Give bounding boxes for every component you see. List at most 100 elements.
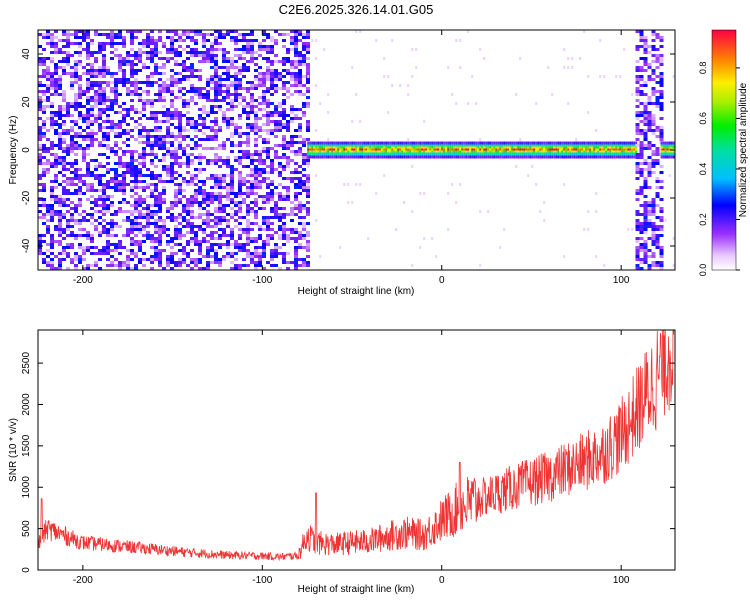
- spectrogram-cell: [134, 174, 138, 177]
- spectrogram-cell: [174, 84, 178, 87]
- spectrogram-cell: [214, 153, 218, 156]
- spectrogram-cell: [174, 117, 178, 120]
- spectrogram-cell: [282, 222, 286, 225]
- spectrogram-cell: [74, 120, 78, 123]
- spectrogram-cell: [573, 141, 576, 145]
- spectrogram-cell: [270, 75, 274, 78]
- spectrogram-cell: [643, 117, 648, 120]
- spectrogram-cell: [186, 33, 190, 36]
- spectrogram-cell: [635, 114, 640, 117]
- spectrogram-cell: [190, 162, 194, 165]
- spectrogram-cell: [327, 152, 330, 156]
- spectrogram-cell: [668, 150, 671, 154]
- spectrogram-cell: [270, 111, 274, 114]
- spectrogram-cell: [587, 228, 590, 231]
- spectrogram-cell: [311, 141, 314, 145]
- spectrogram-cell: [643, 108, 648, 111]
- spectrogram-cell: [62, 114, 66, 117]
- spectrogram-cell: [294, 228, 298, 231]
- spectrogram-cell: [367, 146, 370, 150]
- spectrogram-cell: [110, 249, 114, 252]
- spectrogram-cell: [222, 180, 226, 183]
- spectrogram-cell: [142, 156, 146, 159]
- spectrogram-cell: [635, 240, 640, 243]
- spectrogram-cell: [94, 246, 98, 249]
- spectrogram-cell: [38, 144, 42, 147]
- spectrogram-cell: [655, 129, 660, 132]
- spectrogram-cell: [427, 150, 430, 154]
- spectrogram-cell: [647, 75, 652, 78]
- spectrogram-cell: [118, 126, 122, 129]
- spectrogram-cell: [509, 152, 512, 156]
- spectrogram-cell: [122, 129, 126, 132]
- spectrogram-cell: [517, 146, 520, 150]
- spectrogram-cell: [106, 36, 110, 39]
- spectrogram-cell: [50, 45, 54, 48]
- spectrogram-cell: [94, 105, 98, 108]
- spectrogram-cell: [142, 174, 146, 177]
- spectrogram-cell: [70, 75, 74, 78]
- spectrogram-cell: [250, 228, 254, 231]
- spectrogram-cell: [469, 155, 472, 159]
- spectrogram-cell: [130, 129, 134, 132]
- spectrogram-cell: [230, 36, 234, 39]
- spectrogram-cell: [643, 210, 648, 213]
- spectrogram-cell: [190, 123, 194, 126]
- spectrogram-cell: [385, 152, 388, 156]
- spectrogram-cell: [86, 42, 90, 45]
- spectrogram-cell: [465, 150, 468, 154]
- spectrogram-cell: [262, 219, 266, 222]
- spectrogram-cell: [643, 258, 648, 261]
- spectrogram-cell: [411, 210, 414, 213]
- spectrogram-cell: [90, 66, 94, 69]
- spectrogram-cell: [150, 72, 154, 75]
- spectrogram-cell: [170, 252, 174, 255]
- spectrogram-cell: [42, 135, 46, 138]
- spectrogram-cell: [174, 162, 178, 165]
- spectrogram-cell: [82, 72, 86, 75]
- spectrogram-cell: [298, 180, 302, 183]
- spectrogram-cell: [186, 69, 190, 72]
- spectrogram-cell: [206, 198, 210, 201]
- spectrogram-cell: [266, 132, 270, 135]
- spectrogram-cell: [50, 75, 54, 78]
- spectrogram-cell: [258, 207, 262, 210]
- spectrogram-cell: [230, 201, 234, 204]
- spectrogram-cell: [58, 264, 62, 267]
- spectrogram-cell: [50, 153, 54, 156]
- spectrogram-cell: [206, 39, 210, 42]
- spectrogram-cell: [246, 174, 250, 177]
- spectrogram-cell: [38, 237, 42, 240]
- spectrogram-cell: [635, 198, 640, 201]
- spectrogram-cell: [381, 141, 384, 145]
- spectrogram-cell: [202, 120, 206, 123]
- spectrogram-cell: [114, 87, 118, 90]
- spectrogram-cell: [130, 168, 134, 171]
- spectrogram-cell: [565, 152, 568, 156]
- spectrogram-cell: [178, 120, 182, 123]
- spectrogram-cell: [643, 186, 648, 189]
- spectrogram-cell: [70, 234, 74, 237]
- spectrogram-cell: [86, 30, 90, 33]
- spectrogram-cell: [393, 152, 396, 156]
- spectrogram-cell: [278, 72, 282, 75]
- spectrogram-cell: [230, 168, 234, 171]
- spectrogram-cell: [493, 150, 496, 154]
- spectrogram-cell: [278, 228, 282, 231]
- spectrogram-cell: [581, 141, 584, 145]
- spectrogram-cell: [294, 240, 298, 243]
- spectrogram-cell: [345, 141, 348, 145]
- spectrogram-cell: [262, 30, 266, 33]
- spectrogram-cell: [238, 207, 242, 210]
- spectrogram-cell: [214, 237, 218, 240]
- spectrogram-cell: [70, 261, 74, 264]
- spectrogram-cell: [357, 144, 360, 148]
- spectrogram-cell: [146, 219, 150, 222]
- spectrogram-cell: [190, 72, 194, 75]
- spectrogram-cell: [274, 153, 278, 156]
- spectrogram-cell: [146, 57, 150, 60]
- spectrogram-cell: [519, 148, 522, 152]
- spectrogram-cell: [655, 75, 660, 78]
- spectrogram-cell: [194, 183, 198, 186]
- spectrogram-cell: [286, 33, 290, 36]
